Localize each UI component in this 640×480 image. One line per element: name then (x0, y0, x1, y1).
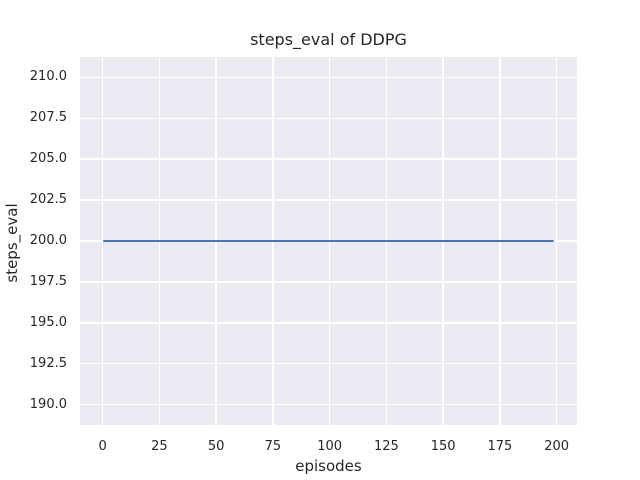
gridline-horizontal (80, 281, 577, 283)
gridline-horizontal (80, 322, 577, 324)
y-tick-label: 207.5 (29, 110, 67, 126)
y-tick-label: 210.0 (29, 69, 67, 85)
chart-title: steps_eval of DDPG (250, 30, 407, 49)
plot-area (80, 57, 577, 425)
y-tick-label: 197.5 (29, 273, 67, 289)
y-tick-label: 192.5 (29, 355, 67, 371)
gridline-horizontal (80, 76, 577, 79)
x-tick-label: 125 (373, 439, 399, 454)
y-tick-label: 195.0 (29, 314, 67, 330)
gridline-horizontal (80, 403, 577, 406)
y-tick-label: 205.0 (29, 151, 67, 167)
gridline-horizontal (80, 362, 577, 365)
x-axis-label: episodes (295, 457, 362, 475)
gridline-horizontal (80, 117, 577, 120)
x-tick-label: 0 (98, 439, 107, 454)
gridline-horizontal (80, 158, 577, 160)
series-line-ddpg (102, 239, 555, 243)
y-tick-label: 200.0 (29, 233, 67, 248)
x-tick-label: 75 (264, 439, 282, 454)
y-tick-label: 202.5 (29, 192, 67, 208)
x-tick-label: 175 (487, 439, 513, 454)
x-tick-label: 50 (207, 439, 225, 454)
x-tick-label: 200 (544, 439, 570, 454)
x-tick-label: 100 (317, 439, 343, 454)
y-tick-label: 190.0 (29, 396, 67, 412)
gridline-horizontal (80, 199, 577, 201)
x-tick-label: 150 (430, 439, 456, 454)
x-tick-label: 25 (151, 439, 168, 454)
